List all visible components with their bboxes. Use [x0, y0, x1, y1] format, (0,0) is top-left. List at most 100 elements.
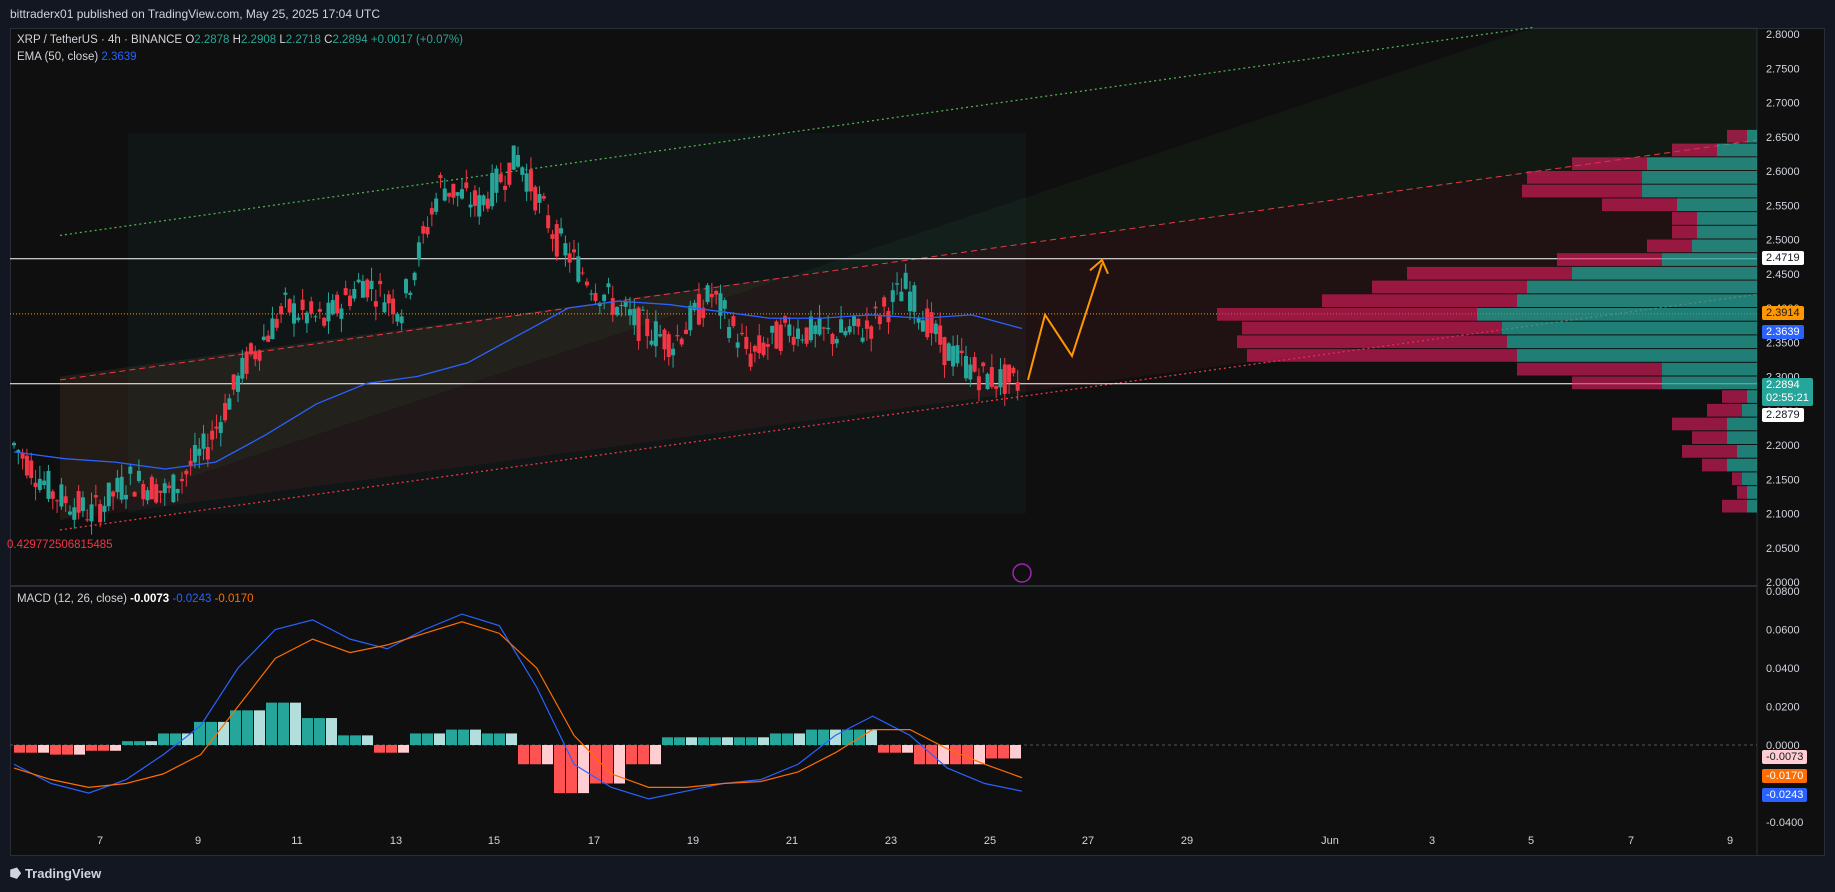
candle-body: [477, 195, 482, 217]
candle-body: [304, 312, 309, 324]
candle-body: [688, 305, 693, 331]
macd-histogram-bar: [482, 733, 493, 745]
candle-body: [628, 309, 632, 316]
candle-body: [873, 306, 878, 309]
candle-body: [270, 318, 275, 340]
volume-profile-up-bar: [1747, 499, 1757, 513]
volume-profile-up-bar: [1502, 321, 1757, 335]
candle-body: [490, 172, 495, 207]
volume-profile-down-bar: [1707, 403, 1742, 417]
candle-body: [839, 319, 844, 333]
candle-body: [533, 186, 538, 211]
macd-histogram-bar: [602, 745, 613, 784]
candle-body: [115, 477, 120, 493]
macd-histogram-bar: [542, 745, 553, 765]
candle-body: [149, 476, 154, 500]
candle-body: [705, 285, 710, 303]
candle-body: [261, 336, 266, 340]
volume-profile-down-bar: [1247, 349, 1517, 362]
candle-body: [68, 511, 72, 515]
candle-body: [76, 491, 81, 513]
candle-body: [425, 227, 430, 235]
candle-body: [330, 300, 335, 315]
price-tick-label: 2.5500: [1766, 200, 1800, 212]
macd-histogram-bar: [62, 745, 73, 755]
macd-histogram-bar: [914, 745, 925, 765]
candle-body: [210, 430, 215, 440]
publisher-text: bittraderx01 published on TradingView.co…: [10, 7, 380, 21]
candle-body: [959, 350, 964, 354]
macd-histogram-bar: [278, 702, 289, 745]
projection-arrow-head: [1089, 258, 1109, 275]
candle-body: [365, 279, 370, 298]
candle-body: [266, 335, 271, 342]
candle-body: [714, 291, 719, 295]
chart-frame[interactable]: [10, 28, 1825, 856]
candle-body: [507, 162, 512, 185]
volume-profile-up-bar: [1747, 390, 1757, 403]
candle-body: [826, 327, 831, 330]
candle-body: [675, 335, 680, 337]
candle-body: [322, 317, 327, 326]
macd-histogram-bar: [722, 737, 733, 745]
candle-body: [964, 356, 968, 379]
publish-header: bittraderx01 published on TradingView.co…: [0, 0, 1835, 28]
candle-body: [184, 470, 189, 475]
candle-body: [821, 327, 826, 329]
price-tick-label: 2.1000: [1766, 509, 1800, 521]
candle-body: [145, 490, 150, 501]
volume-profile-up-bar: [1662, 362, 1757, 376]
candle-body: [744, 336, 749, 349]
candle-body: [300, 299, 305, 311]
volume-profile-down-bar: [1672, 225, 1697, 239]
candle-body: [201, 433, 206, 449]
symbol-legend: XRP / TetherUS · 4h · BINANCE O2.2878 H2…: [17, 34, 463, 46]
candle-body: [920, 320, 925, 332]
volume-profile-down-bar: [1672, 143, 1717, 157]
candle-body: [274, 318, 279, 328]
tradingview-logo[interactable]: ⭓ TradingView: [10, 866, 101, 882]
volume-profile-down-bar: [1722, 390, 1747, 403]
candle-body: [188, 460, 193, 467]
time-tick-label: 21: [786, 835, 798, 847]
candle-body: [740, 332, 744, 335]
candle-body: [718, 293, 723, 316]
candle-body: [192, 444, 197, 463]
candle-body: [124, 494, 128, 500]
ema-legend: EMA (50, close) 2.3639: [17, 51, 137, 63]
macd-hist-tag: -0.0073: [1762, 750, 1808, 764]
candle-body: [386, 294, 391, 304]
macd-histogram-bar: [746, 737, 757, 745]
volume-profile-up-bar: [1697, 225, 1757, 239]
candle-body: [283, 292, 288, 295]
upper-channel-fill: [60, 27, 1757, 521]
macd-histogram-bar: [110, 745, 121, 751]
candle-body: [994, 385, 999, 389]
candle-body: [244, 351, 249, 374]
candle-body: [727, 327, 732, 338]
candle-body: [128, 466, 133, 474]
candle-body: [856, 318, 861, 327]
macd-histogram-bar: [362, 735, 373, 745]
macd-histogram-bar: [98, 745, 109, 751]
price-tick-label: 2.3500: [1766, 337, 1800, 349]
volume-profile-up-bar: [1572, 266, 1757, 280]
candle-body: [877, 316, 882, 325]
volume-profile-up-bar: [1697, 212, 1757, 225]
candle-body: [317, 309, 322, 312]
macd-histogram-bar: [614, 745, 625, 784]
macd-histogram-bar: [158, 733, 169, 745]
macd-tick-label: 0.0200: [1766, 702, 1800, 714]
candle-body: [408, 292, 413, 295]
candle-body: [895, 283, 900, 285]
candle-body: [55, 500, 60, 502]
lightning-icon: [1012, 563, 1032, 583]
candle-body: [972, 357, 977, 372]
candle-body: [701, 307, 706, 319]
price-tick-label: 2.6500: [1766, 132, 1800, 144]
orange-tag: 2.3914: [1762, 306, 1804, 320]
candle-body: [205, 447, 210, 460]
macd-histogram-bar: [230, 710, 241, 745]
candle-body: [908, 291, 912, 312]
